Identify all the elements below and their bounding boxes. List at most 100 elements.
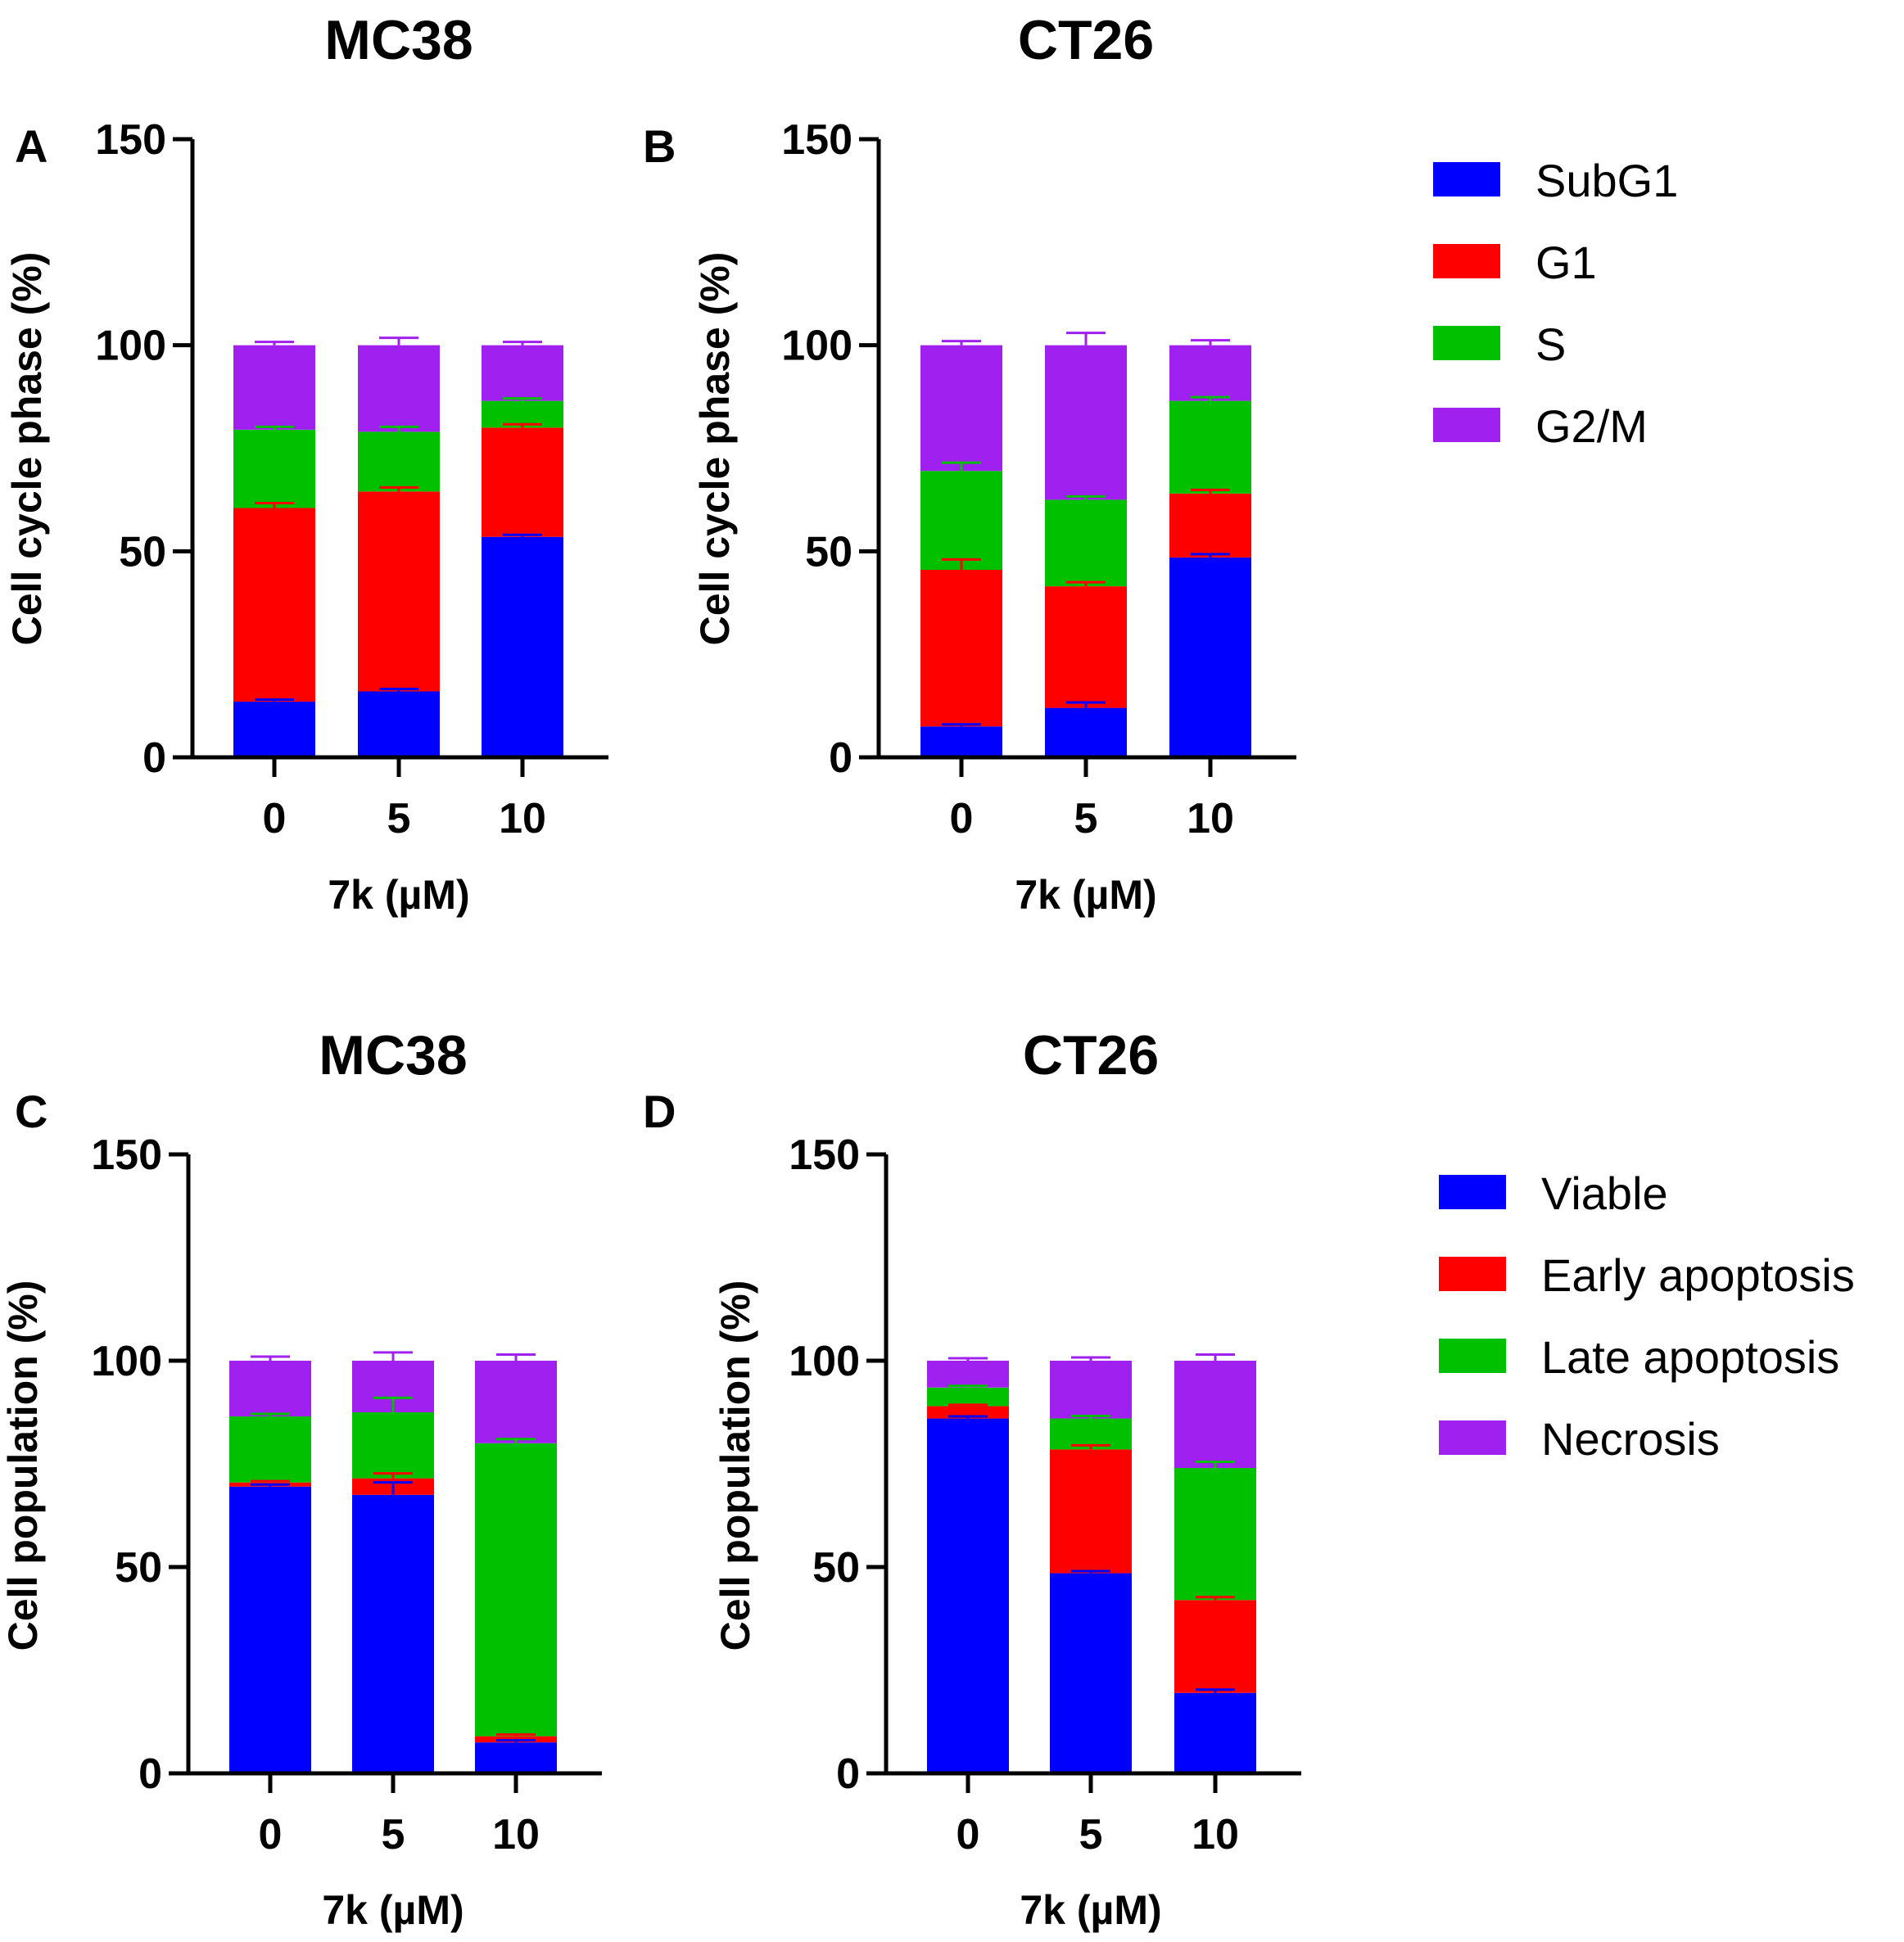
y-tick-label: 100 [91, 1338, 162, 1385]
legend-label: S [1535, 318, 1566, 370]
legend-item: G1 [1433, 237, 1597, 288]
error-bar-s-10 [503, 397, 542, 401]
error-bars [942, 332, 1230, 727]
error-bar-subg1-5 [1066, 701, 1106, 708]
y-tick-label: 0 [142, 734, 166, 782]
error-bar-viable-0 [948, 1415, 988, 1419]
legend-item: Necrosis [1439, 1413, 1720, 1465]
bar-late-apoptosis-0 [927, 1387, 1009, 1407]
error-bar-viable-0 [251, 1483, 290, 1487]
bar-g1-0 [233, 508, 315, 702]
legend-swatch [1439, 1339, 1506, 1373]
error-bar-g2-m-5 [379, 336, 418, 345]
legend-swatch [1433, 244, 1500, 278]
bar-viable-0 [927, 1418, 1009, 1773]
x-tick-label: 0 [957, 1811, 980, 1858]
bar-g2-m-10 [1169, 345, 1251, 401]
bar-subg1-0 [233, 702, 315, 757]
legend-item: SubG1 [1433, 155, 1678, 206]
error-bar-subg1-10 [503, 533, 542, 537]
error-bar-g1-10 [503, 422, 542, 428]
legend-swatch [1439, 1420, 1506, 1455]
error-bar-early-apoptosis-5 [1071, 1443, 1110, 1450]
error-bars [948, 1353, 1235, 1693]
legend-label: SubG1 [1535, 155, 1678, 206]
bar-g1-0 [920, 569, 1002, 727]
bar-g2-m-5 [358, 345, 440, 432]
error-bar-subg1-0 [942, 723, 981, 727]
chart-panel-c: MC38 C 0 50 100 150 0 5 10 7k (µM) Cell population… [0, 1024, 602, 1933]
error-bar-subg1-5 [379, 687, 418, 692]
panel-title: CT26 [1018, 9, 1154, 71]
bar-late-apoptosis-10 [475, 1443, 557, 1737]
bar-necrosis-5 [1050, 1361, 1132, 1419]
panel-letter: A [15, 120, 47, 172]
error-bar-viable-5 [373, 1481, 413, 1495]
error-bar-early-apoptosis-5 [373, 1472, 413, 1479]
chart-panel-a: MC38 A 0 50 100 150 0 5 10 7k (µM) Cell cycle phas… [4, 9, 608, 918]
error-bar-s-5 [1066, 495, 1106, 500]
bar-subg1-10 [482, 536, 563, 757]
legend-item: Early apoptosis [1439, 1249, 1855, 1301]
legend-label: G1 [1535, 237, 1597, 288]
x-tick-label: 5 [1074, 795, 1098, 842]
error-bar-necrosis-0 [948, 1357, 988, 1361]
x-tick-label: 5 [1079, 1811, 1103, 1858]
legend-label: Viable [1541, 1167, 1668, 1219]
x-tick-label: 0 [950, 795, 974, 842]
y-tick-label: 150 [781, 116, 853, 164]
panel-letter: B [643, 120, 676, 172]
error-bar-early-apoptosis-0 [251, 1479, 290, 1483]
error-bars [251, 1351, 536, 1743]
error-bar-g2-m-0 [255, 341, 294, 345]
error-bar-necrosis-10 [1196, 1353, 1235, 1361]
x-tick-label: 10 [1187, 795, 1234, 842]
bar-s-5 [1045, 499, 1127, 587]
bar-late-apoptosis-0 [229, 1416, 311, 1483]
error-bar-early-apoptosis-10 [496, 1733, 536, 1737]
legend-swatch [1439, 1257, 1506, 1291]
bar-early-apoptosis-10 [1174, 1600, 1256, 1693]
bar-s-0 [233, 429, 315, 508]
error-bar-s-5 [379, 425, 418, 432]
error-bar-necrosis-0 [251, 1355, 290, 1361]
error-bar-late-apoptosis-0 [251, 1412, 290, 1417]
y-tick-label: 100 [789, 1338, 860, 1385]
error-bar-viable-10 [496, 1739, 536, 1743]
legend-cell-cycle: SubG1 G1 S G2/M [1433, 155, 1678, 452]
y-tick-label: 0 [836, 1750, 860, 1798]
bar-subg1-10 [1169, 557, 1251, 757]
legend-cell-population: Viable Early apoptosis Late apoptosis Necro… [1439, 1167, 1855, 1465]
y-tick-label: 100 [95, 323, 166, 370]
y-tick-label: 50 [812, 1544, 860, 1592]
x-tick-label: 10 [1192, 1811, 1239, 1858]
bar-g2-m-10 [482, 345, 563, 401]
y-tick-label: 50 [805, 528, 853, 576]
x-axis-label: 7k (µM) [322, 1887, 464, 1933]
bar-g1-5 [1045, 586, 1127, 708]
panel-title: MC38 [319, 1024, 467, 1086]
error-bar-early-apoptosis-10 [1196, 1596, 1235, 1601]
bar-necrosis-0 [927, 1361, 1009, 1388]
bar-viable-5 [1050, 1573, 1132, 1773]
error-bar-g2-m-0 [942, 340, 981, 345]
y-tick-label: 0 [138, 1750, 162, 1798]
bar-g1-5 [358, 491, 440, 692]
x-tick-label: 10 [492, 1811, 540, 1858]
error-bar-s-0 [255, 425, 294, 430]
bar-subg1-5 [358, 691, 440, 757]
error-bar-s-10 [1191, 395, 1230, 401]
bar-g2-m-5 [1045, 345, 1127, 500]
y-tick-label: 0 [829, 734, 853, 782]
bar-g1-10 [1169, 493, 1251, 558]
legend-label: G2/M [1535, 400, 1648, 452]
bar-late-apoptosis-10 [1174, 1468, 1256, 1601]
legend-item: G2/M [1433, 400, 1648, 452]
legend-label: Late apoptosis [1541, 1331, 1839, 1383]
y-tick-label: 50 [119, 528, 166, 576]
bar-viable-5 [352, 1494, 434, 1773]
error-bar-g1-5 [1066, 580, 1106, 587]
bar-g2-m-0 [920, 345, 1002, 472]
legend-item: S [1433, 318, 1566, 370]
